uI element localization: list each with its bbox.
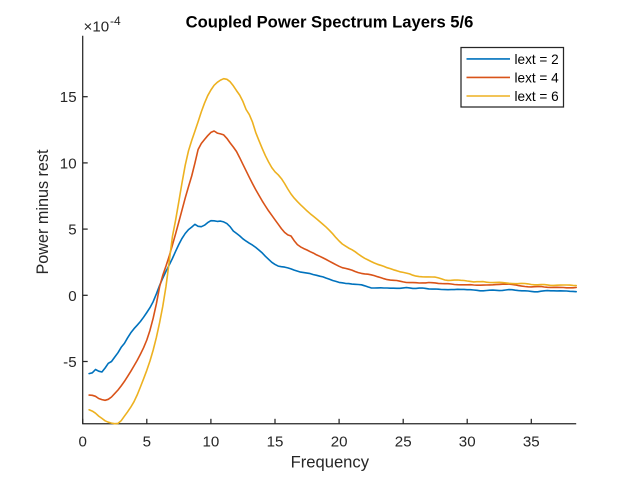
svg-text:10: 10 bbox=[203, 434, 220, 451]
svg-text:Power minus rest: Power minus rest bbox=[34, 149, 52, 275]
svg-text:0: 0 bbox=[78, 434, 86, 451]
svg-text:10: 10 bbox=[60, 155, 77, 172]
svg-text:25: 25 bbox=[395, 434, 412, 451]
svg-text:Coupled Power Spectrum Layers: Coupled Power Spectrum Layers 5/6 bbox=[186, 12, 474, 31]
svg-text:15: 15 bbox=[60, 89, 77, 106]
svg-text:5: 5 bbox=[68, 222, 76, 239]
svg-text:5: 5 bbox=[143, 434, 151, 451]
svg-text:-4: -4 bbox=[110, 14, 121, 28]
svg-text:×10: ×10 bbox=[84, 19, 110, 36]
svg-text:Frequency: Frequency bbox=[291, 453, 370, 472]
svg-text:lext = 4: lext = 4 bbox=[515, 70, 560, 85]
svg-text:lext = 6: lext = 6 bbox=[515, 89, 559, 104]
svg-text:30: 30 bbox=[459, 434, 476, 451]
svg-text:lext = 2: lext = 2 bbox=[515, 52, 559, 67]
svg-text:20: 20 bbox=[331, 434, 348, 451]
svg-text:35: 35 bbox=[523, 434, 540, 451]
svg-text:15: 15 bbox=[267, 434, 284, 451]
svg-text:0: 0 bbox=[68, 288, 76, 305]
svg-text:-5: -5 bbox=[63, 354, 76, 371]
